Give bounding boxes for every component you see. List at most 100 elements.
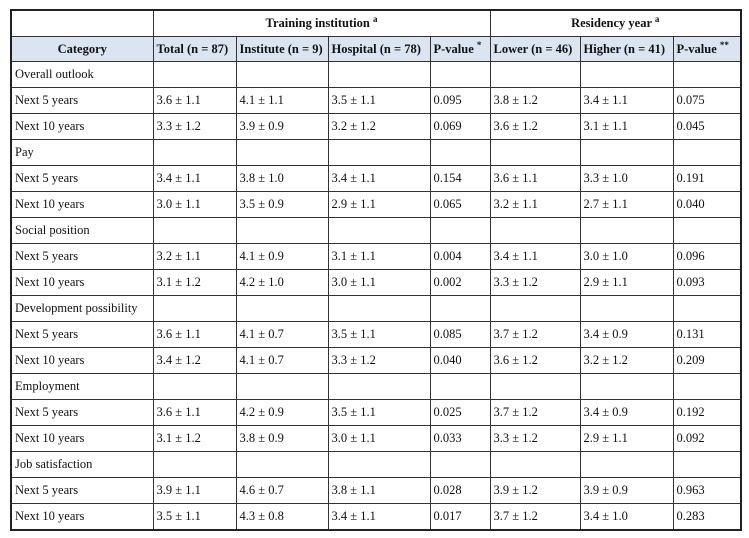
empty-cell (672, 139, 742, 166)
column-title: Lower (n = 46) (493, 41, 573, 56)
empty-cell (429, 217, 491, 244)
data-cell: 2.9 ± 1.1 (327, 191, 431, 218)
table-body: Overall outlook Next 5 years 3.6 ± 1.1 4.1 … (10, 61, 742, 531)
data-cell: 0.002 (429, 269, 491, 296)
data-cell: 3.4 ± 0.9 (579, 399, 674, 426)
data-cell: 0.004 (429, 243, 491, 270)
data-row: Next 10 years 3.1 ± 1.2 3.8 ± 0.9 3.0 ± 1.1… (10, 425, 742, 452)
data-cell: 3.5 ± 1.1 (327, 399, 431, 426)
data-cell: 3.3 ± 1.2 (489, 269, 581, 296)
data-cell: 0.092 (672, 425, 742, 452)
data-cell: 3.4 ± 1.1 (327, 165, 431, 192)
blank-cell (10, 9, 154, 37)
data-cell: 3.8 ± 1.1 (327, 477, 431, 504)
column-header-row: Category Total (n = 87) Institute (n = 9) H… (10, 36, 742, 62)
data-cell: 4.2 ± 1.0 (235, 269, 329, 296)
data-cell: 3.2 ± 1.1 (489, 191, 581, 218)
data-cell: 0.017 (429, 503, 491, 531)
group-header: Residency year a (489, 9, 742, 37)
empty-cell (152, 139, 237, 166)
data-table: Training institution a Residency year a … (10, 9, 743, 531)
section-row: Overall outlook (10, 61, 742, 88)
data-cell: 3.7 ± 1.2 (489, 399, 581, 426)
data-cell: 3.3 ± 1.2 (489, 425, 581, 452)
data-cell: 4.2 ± 0.9 (235, 399, 329, 426)
empty-cell (152, 217, 237, 244)
column-title: Institute (n = 9) (239, 41, 323, 56)
empty-cell (152, 295, 237, 322)
column-title: Higher (n = 41) (583, 41, 666, 56)
data-cell: 3.0 ± 1.1 (327, 269, 431, 296)
empty-cell (579, 451, 674, 478)
row-label: Next 10 years (10, 347, 154, 374)
group-header: Training institution a (152, 9, 491, 37)
row-label: Next 5 years (10, 321, 154, 348)
empty-cell (235, 373, 329, 400)
group-header-row: Training institution a Residency year a (10, 9, 742, 37)
group-title: Residency year (571, 16, 652, 30)
empty-cell (489, 373, 581, 400)
empty-cell (489, 139, 581, 166)
data-cell: 0.085 (429, 321, 491, 348)
empty-cell (672, 217, 742, 244)
data-cell: 3.6 ± 1.1 (152, 87, 237, 114)
data-row: Next 10 years 3.5 ± 1.1 4.3 ± 0.8 3.4 ± 1.1… (10, 503, 742, 531)
empty-cell (152, 61, 237, 88)
data-cell: 3.1 ± 1.2 (152, 269, 237, 296)
data-cell: 0.191 (672, 165, 742, 192)
empty-cell (152, 373, 237, 400)
empty-cell (429, 61, 491, 88)
data-row: Next 5 years 3.2 ± 1.1 4.1 ± 0.9 3.1 ± 1.1 0… (10, 243, 742, 270)
empty-cell (579, 217, 674, 244)
data-cell: 3.1 ± 1.2 (152, 425, 237, 452)
section-name: Development possibility (10, 295, 154, 322)
data-cell: 0.154 (429, 165, 491, 192)
column-header: Lower (n = 46) (489, 36, 581, 62)
empty-cell (429, 295, 491, 322)
data-row: Next 10 years 3.3 ± 1.2 3.9 ± 0.9 3.2 ± 1.2… (10, 113, 742, 140)
row-label: Next 10 years (10, 425, 154, 452)
data-cell: 3.5 ± 0.9 (235, 191, 329, 218)
data-cell: 3.9 ± 0.9 (579, 477, 674, 504)
data-cell: 4.6 ± 0.7 (235, 477, 329, 504)
data-row: Next 10 years 3.0 ± 1.1 3.5 ± 0.9 2.9 ± 1.1… (10, 191, 742, 218)
data-cell: 3.3 ± 1.0 (579, 165, 674, 192)
empty-cell (327, 373, 431, 400)
data-cell: 3.3 ± 1.2 (327, 347, 431, 374)
data-cell: 0.963 (672, 477, 742, 504)
row-label: Next 10 years (10, 269, 154, 296)
data-cell: 0.131 (672, 321, 742, 348)
empty-cell (152, 451, 237, 478)
row-label: Next 5 years (10, 477, 154, 504)
data-cell: 3.2 ± 1.2 (579, 347, 674, 374)
data-cell: 4.1 ± 0.9 (235, 243, 329, 270)
data-cell: 3.1 ± 1.1 (579, 113, 674, 140)
column-header: Hospital (n = 78) (327, 36, 431, 62)
data-cell: 0.045 (672, 113, 742, 140)
empty-cell (489, 217, 581, 244)
data-row: Next 5 years 3.6 ± 1.1 4.1 ± 1.1 3.5 ± 1.1 0… (10, 87, 742, 114)
column-title: Hospital (n = 78) (331, 41, 421, 56)
empty-cell (235, 217, 329, 244)
data-cell: 0.065 (429, 191, 491, 218)
row-label: Next 5 years (10, 165, 154, 192)
empty-cell (672, 295, 742, 322)
data-row: Next 5 years 3.4 ± 1.1 3.8 ± 1.0 3.4 ± 1.1 0… (10, 165, 742, 192)
empty-cell (489, 61, 581, 88)
section-name: Overall outlook (10, 61, 154, 88)
section-name: Employment (10, 373, 154, 400)
empty-cell (579, 61, 674, 88)
data-cell: 3.0 ± 1.1 (327, 425, 431, 452)
data-cell: 3.8 ± 1.0 (235, 165, 329, 192)
data-cell: 3.6 ± 1.1 (489, 165, 581, 192)
data-cell: 0.040 (429, 347, 491, 374)
column-header: Higher (n = 41) (579, 36, 674, 62)
data-cell: 0.095 (429, 87, 491, 114)
empty-cell (327, 217, 431, 244)
row-label: Next 10 years (10, 113, 154, 140)
empty-cell (579, 373, 674, 400)
column-header: Institute (n = 9) (235, 36, 329, 62)
section-row: Social position (10, 217, 742, 244)
data-cell: 3.4 ± 1.1 (327, 503, 431, 531)
